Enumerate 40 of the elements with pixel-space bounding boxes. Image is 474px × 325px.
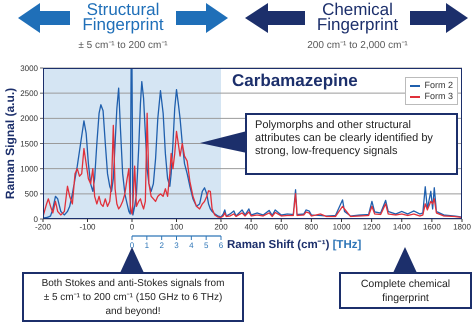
- text: 200 cm⁻¹ to 2,000 cm⁻¹: [306, 39, 409, 51]
- x2-tick-label: 1: [144, 241, 150, 250]
- text: Chemical Fingerprint: [305, 0, 410, 34]
- x-tick-label: 1200: [362, 222, 382, 232]
- legend-label: Form 3: [423, 91, 453, 102]
- y-tick-label: 3000: [20, 64, 39, 73]
- text: ± 5 cm⁻¹ to 200 cm⁻¹: [77, 39, 169, 51]
- chart-title: Carbamazepine: [232, 71, 358, 91]
- x-tick-label: 1600: [422, 222, 442, 232]
- x-tick-label: 800: [304, 222, 319, 232]
- x-tick-label: 1000: [332, 222, 351, 232]
- x2-tick-label: 3: [174, 241, 180, 250]
- x-tick-label: 1800: [453, 222, 472, 232]
- annotation: Polymorphs and other structural attributes can be clearly identified by strong, low-frequency signals: [245, 113, 458, 175]
- x2-tick-label: 4: [189, 241, 194, 250]
- x-axis-title: Raman Shift (cm⁻¹): [227, 239, 330, 251]
- x-tick-label: -200: [34, 222, 52, 232]
- y-tick-label: 1000: [20, 164, 39, 174]
- y-axis-title: Raman Signal (a.u.): [3, 88, 17, 200]
- x2-tick-label: 5: [204, 241, 209, 250]
- y-tick-label: 2500: [20, 89, 39, 98]
- x-tick-label: 200: [214, 222, 228, 232]
- x2-tick-label: 6: [218, 241, 224, 250]
- text: Structural Fingerprint: [70, 0, 176, 34]
- x2-tick-label: 2: [159, 241, 164, 250]
- y-tick-label: 0: [34, 214, 39, 224]
- legend-label: Form 2: [423, 80, 453, 91]
- x-tick-label: 1400: [392, 222, 412, 232]
- x2-axis-title: [THz]: [332, 239, 362, 251]
- x-tick-label: 400: [244, 222, 258, 232]
- x-tick-label: 0: [130, 222, 135, 232]
- text: Both Stokes and anti-Stokes signals from ± 5 cm⁻¹ to 200 cm⁻¹ (150 GHz to 6 THz) and beyond!: [22, 272, 244, 322]
- y-tick-label: 500: [24, 190, 39, 199]
- x-tick-label: -100: [79, 222, 96, 232]
- y-tick-label: 2000: [20, 114, 39, 124]
- x-tick-label: 600: [274, 222, 288, 232]
- text: Complete chemical fingerprint: [339, 272, 472, 309]
- y-tick-label: 1500: [20, 139, 39, 148]
- x-tick-label: 100: [170, 222, 184, 232]
- x2-tick-label: 0: [130, 241, 135, 250]
